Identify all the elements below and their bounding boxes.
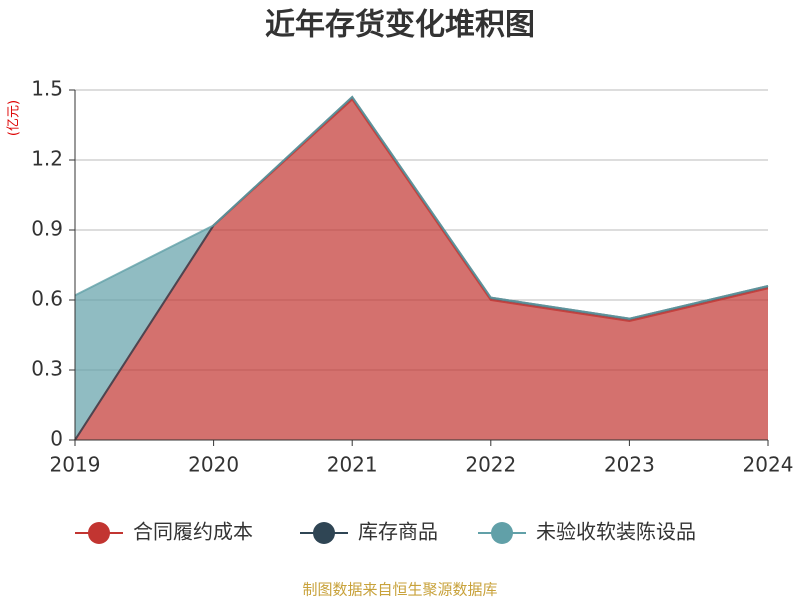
y-tick-label: 1.2 (31, 147, 63, 171)
x-tick-label: 2022 (465, 453, 516, 477)
y-unit: (亿元) (7, 100, 22, 136)
x-tick-label: 2019 (50, 453, 101, 477)
legend-label: 库存商品 (358, 520, 438, 544)
y-tick-label: 0 (50, 427, 63, 451)
y-tick-label: 0.6 (31, 287, 63, 311)
legend-marker (491, 522, 513, 544)
y-tick-label: 1.5 (31, 77, 63, 101)
area-line (74, 95, 769, 320)
legend-marker (313, 522, 335, 544)
y-tick-label: 0.9 (31, 217, 63, 241)
legend-label: 合同履约成本 (133, 520, 253, 544)
x-tick-label: 2021 (327, 453, 378, 477)
x-tick-label: 2024 (743, 453, 794, 477)
x-tick-label: 2020 (188, 453, 239, 477)
chart-title: 近年存货变化堆积图 (265, 8, 535, 43)
source-note: 制图数据来自恒生聚源数据库 (302, 581, 497, 599)
x-tick-label: 2023 (604, 453, 655, 477)
legend-marker (88, 522, 110, 544)
y-tick-label: 0.3 (31, 357, 63, 381)
area (75, 99, 768, 440)
legend-label: 未验收软装陈设品 (536, 520, 696, 544)
